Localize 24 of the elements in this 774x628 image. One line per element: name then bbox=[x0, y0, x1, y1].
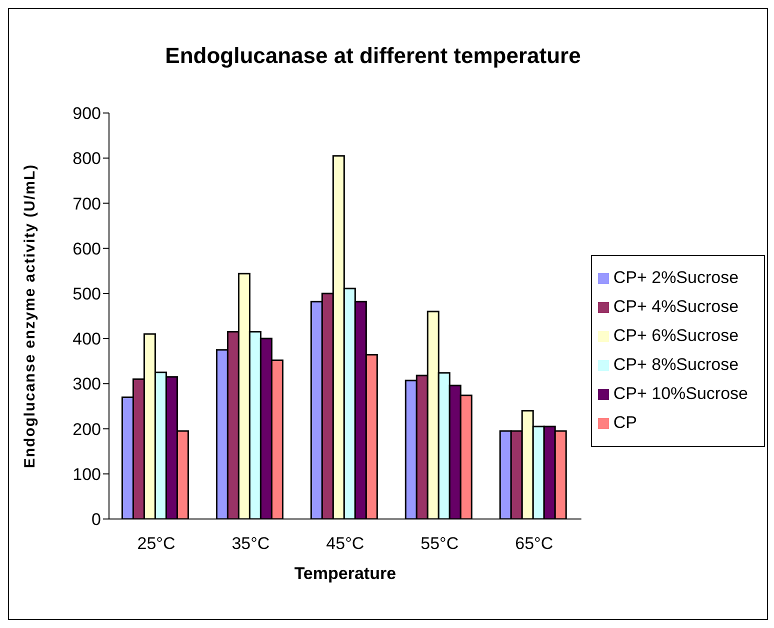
x-tick-label: 35°C bbox=[232, 534, 270, 554]
x-axis-title: Temperature bbox=[294, 564, 396, 583]
y-tick-label: 900 bbox=[72, 104, 101, 124]
y-tick-label: 0 bbox=[92, 510, 101, 530]
y-tick-label: 200 bbox=[72, 420, 101, 439]
y-tick-label: 800 bbox=[72, 149, 101, 168]
x-tick-label: 65°C bbox=[515, 534, 554, 554]
legend-label: CP+ 10%Sucrose bbox=[613, 384, 748, 403]
x-tick-label: 55°C bbox=[420, 534, 459, 554]
y-tick-label: 700 bbox=[72, 194, 101, 214]
y-tick-label: 600 bbox=[72, 239, 101, 258]
legend-label: CP+ 4%Sucrose bbox=[613, 297, 739, 316]
x-tick-label: 25°C bbox=[137, 534, 176, 554]
y-tick-label: 100 bbox=[72, 464, 101, 484]
y-axis-title: Endoglucanse enzyme activity (U/mL) bbox=[21, 164, 38, 468]
y-tick-label: 400 bbox=[72, 330, 101, 349]
y-tick-label: 500 bbox=[72, 284, 101, 304]
legend-label: CP+ 8%Sucrose bbox=[613, 355, 739, 374]
legend-label: CP+ 6%Sucrose bbox=[613, 326, 739, 345]
legend-label: CP bbox=[613, 413, 637, 432]
x-tick-label: 45°C bbox=[326, 534, 364, 554]
chart-title: Endoglucanase at different temperature bbox=[164, 42, 582, 70]
y-tick-label: 300 bbox=[72, 374, 101, 394]
legend-label: CP+ 2%Sucrose bbox=[613, 268, 739, 287]
